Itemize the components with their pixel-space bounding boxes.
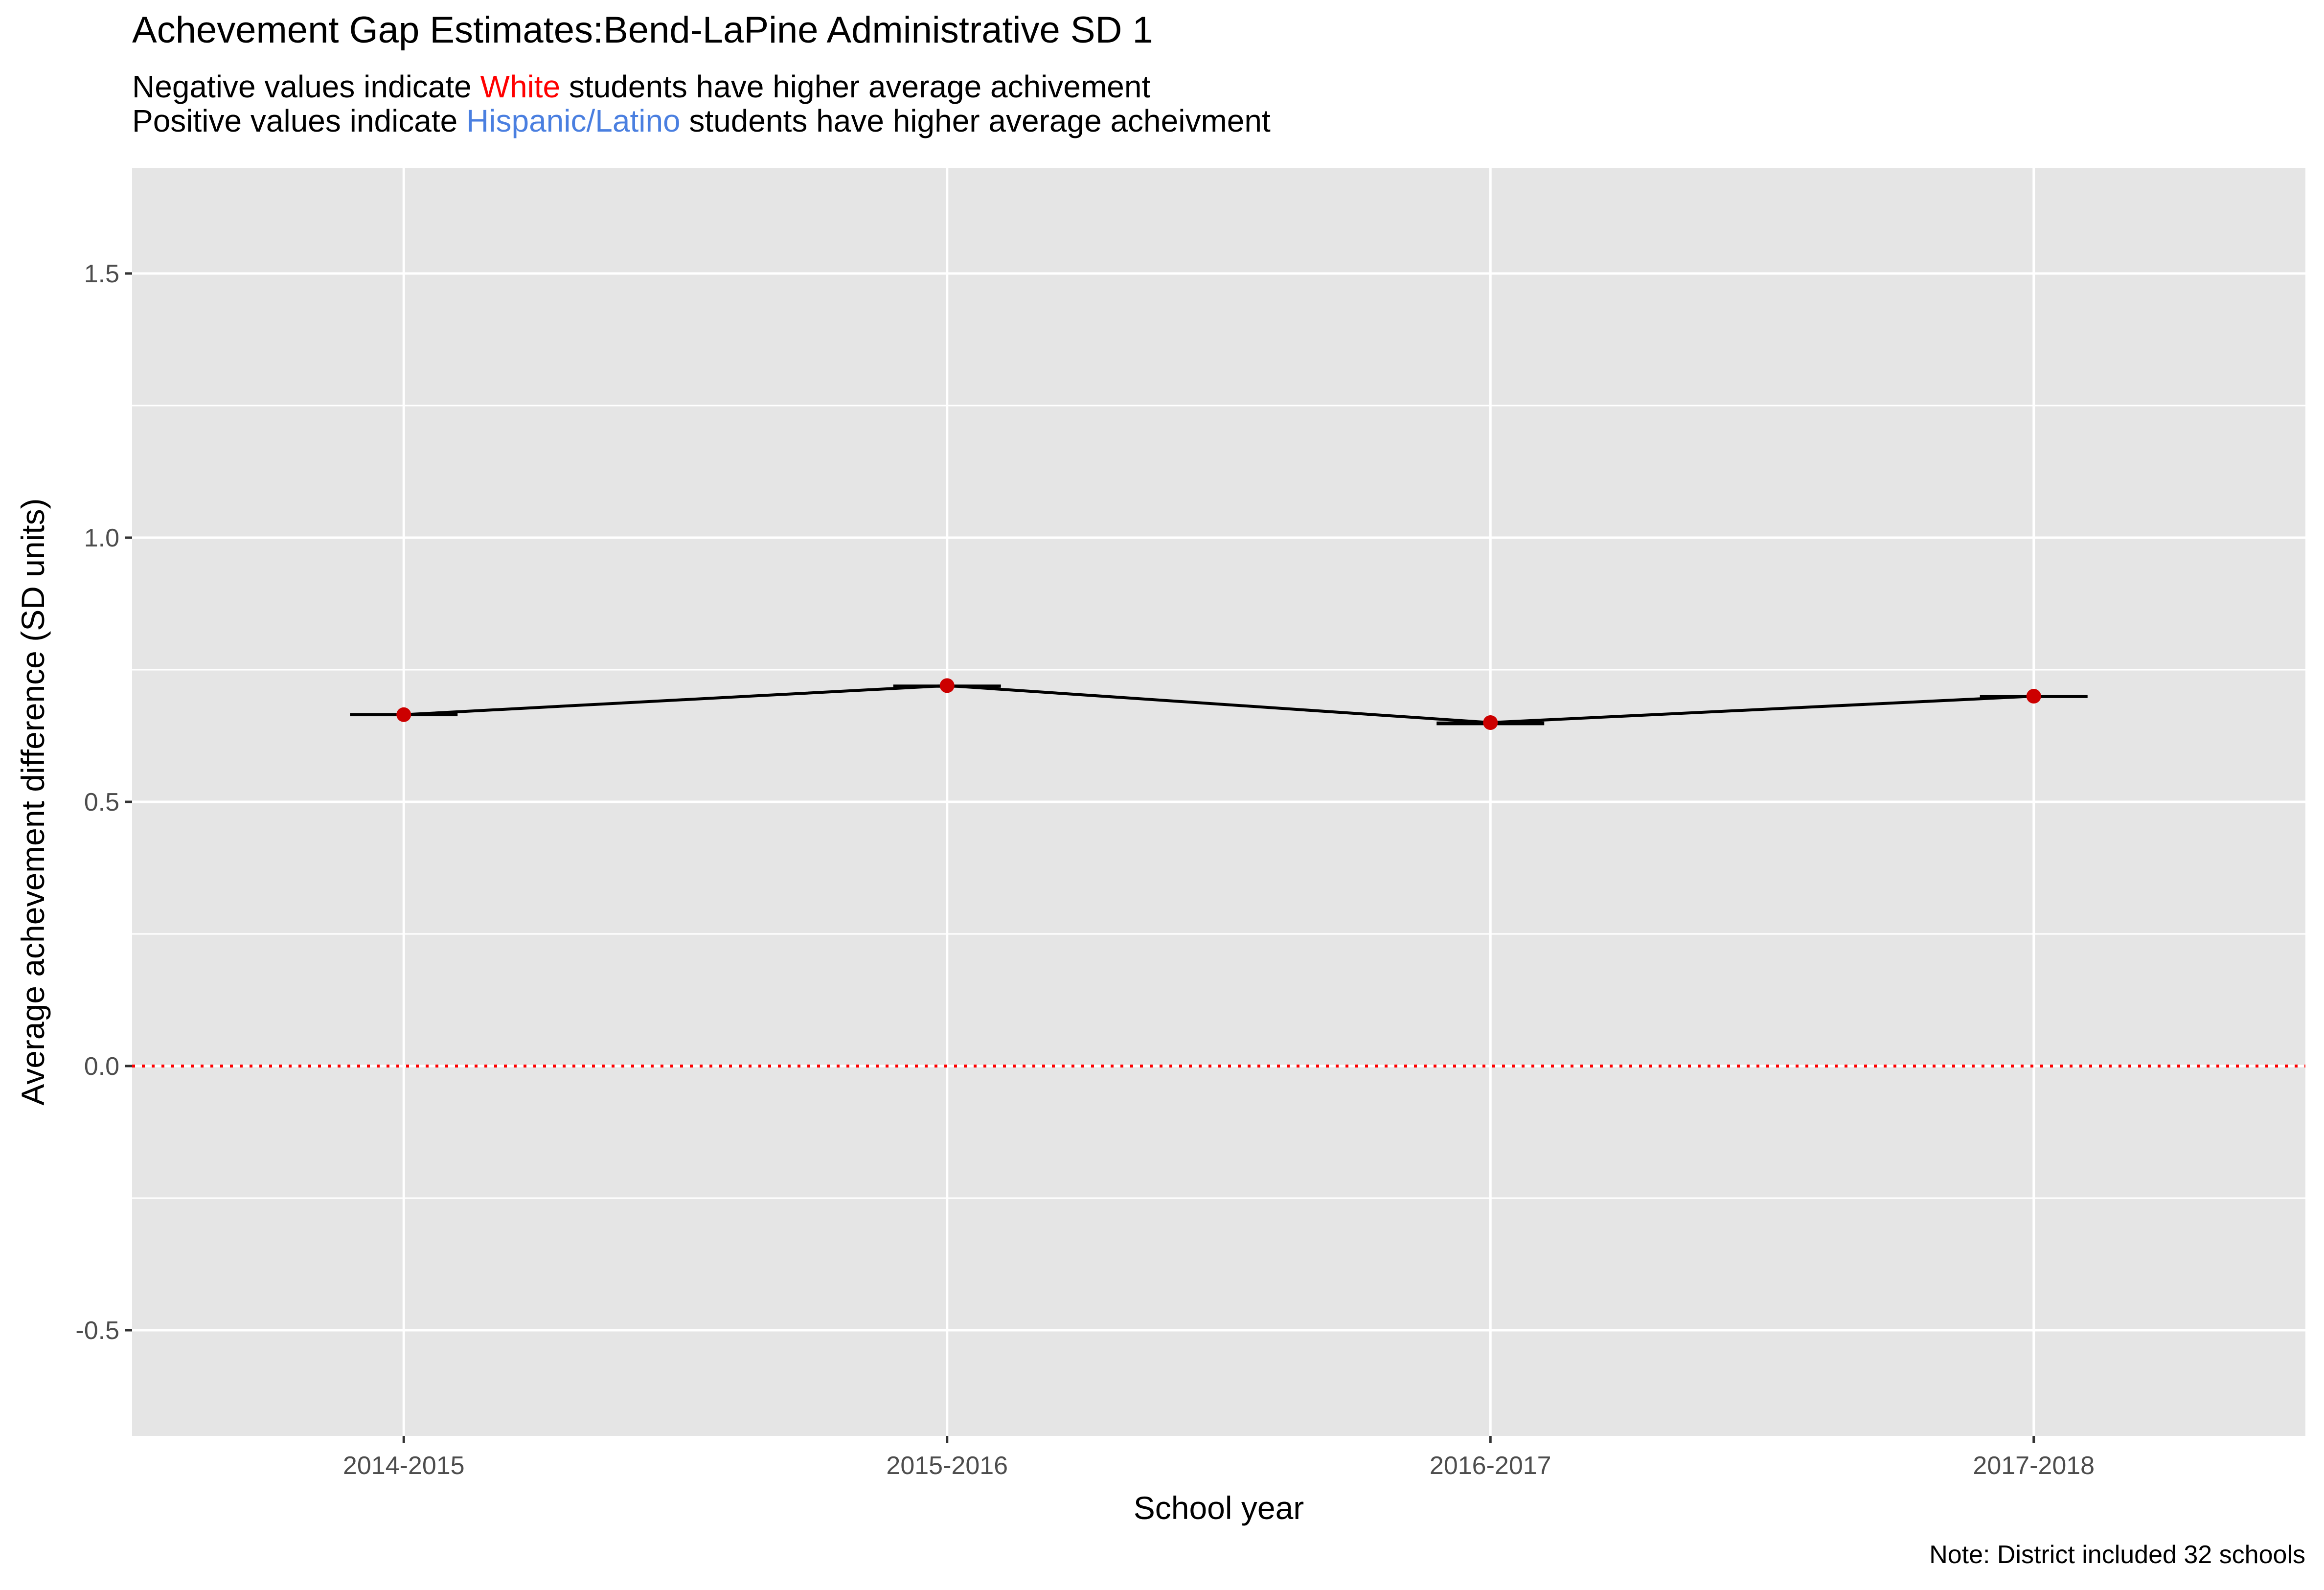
note-text: Note: District included 32 schools [1929, 1541, 2305, 1569]
x-tick-label: 2016-2017 [1430, 1452, 1551, 1480]
y-tick-label: 1.0 [84, 524, 119, 552]
data-point [2026, 689, 2041, 704]
y-tick-label: 0.5 [84, 788, 119, 817]
subtitle-1-after: students have higher average achivement [560, 69, 1151, 104]
data-point [1483, 715, 1498, 730]
y-tick-label: 1.5 [84, 260, 119, 288]
x-tick-label: 2017-2018 [1973, 1452, 2095, 1480]
subtitle-line-white: Negative values indicate White students … [132, 68, 1150, 105]
subtitle-2-after: students have higher average acheivment [680, 103, 1271, 138]
subtitle-2-highlight-hispanic: Hispanic/Latino [466, 103, 681, 138]
series-line [404, 684, 2034, 725]
y-tick-label: -0.5 [75, 1317, 119, 1345]
subtitle-2-before: Positive values indicate [132, 103, 467, 138]
chart-title: Achevement Gap Estimates:Bend-LaPine Adm… [132, 9, 1153, 51]
subtitle-line-hispanic: Positive values indicate Hispanic/Latino… [132, 103, 1271, 139]
x-axis-title: School year [1134, 1490, 1304, 1526]
x-tick-label: 2014-2015 [343, 1452, 465, 1480]
subtitle-1-highlight-white: White [480, 69, 561, 104]
y-axis-title: Average achevement difference (SD units) [15, 498, 51, 1105]
x-tick-label: 2015-2016 [886, 1452, 1008, 1480]
data-point [939, 678, 955, 693]
data-point [396, 707, 411, 722]
subtitle-1-before: Negative values indicate [132, 69, 480, 104]
y-tick-label: 0.0 [84, 1052, 119, 1081]
